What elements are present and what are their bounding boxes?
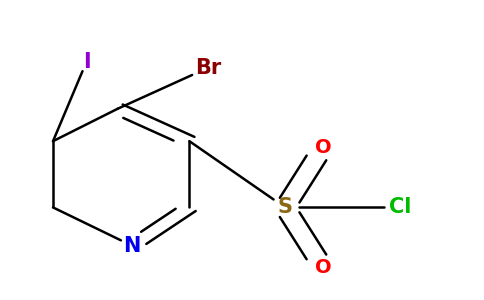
Text: O: O bbox=[315, 138, 332, 157]
Text: O: O bbox=[315, 258, 332, 277]
Text: Br: Br bbox=[196, 58, 222, 78]
Text: N: N bbox=[123, 236, 141, 256]
Text: I: I bbox=[83, 52, 91, 72]
Text: S: S bbox=[277, 197, 292, 218]
Text: Cl: Cl bbox=[389, 197, 411, 218]
